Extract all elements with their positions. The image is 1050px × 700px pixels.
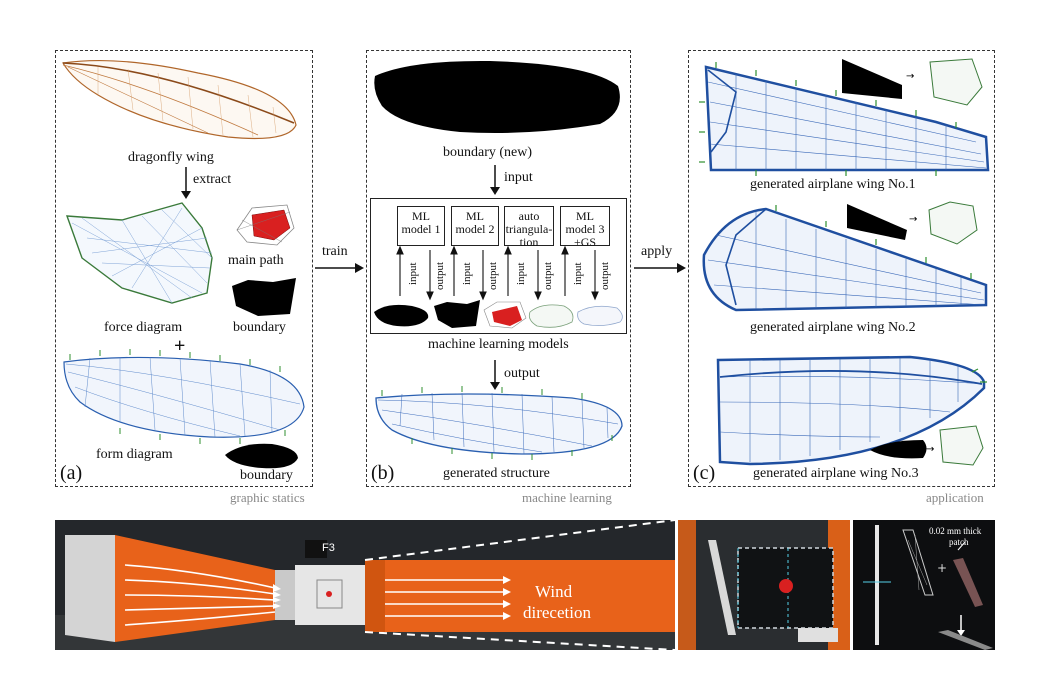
pipeline-thumbnails bbox=[374, 300, 623, 329]
patch-label-line2: patch bbox=[949, 537, 969, 547]
airplane-wing-2 bbox=[702, 205, 988, 312]
auto-triangulation-line2: triangula- bbox=[505, 222, 553, 236]
ml-model-3-line2: model 3 bbox=[565, 222, 605, 236]
boundary-label-2: boundary bbox=[240, 468, 293, 483]
wing2-boundary-thumb: → bbox=[847, 201, 978, 245]
patch-photo: + 0.02 mm thick patch bbox=[853, 520, 995, 650]
io-output-2: output bbox=[487, 261, 499, 290]
boundary-shape-2 bbox=[225, 443, 298, 469]
form-diagram-label: form diagram bbox=[96, 447, 173, 462]
wing2-label: generated airplane wing No.2 bbox=[750, 320, 916, 335]
panel-graphic-statics bbox=[55, 50, 313, 487]
svg-text:→: → bbox=[909, 214, 917, 225]
boundary-new-shape bbox=[374, 60, 620, 133]
apply-arrow bbox=[634, 263, 686, 273]
boundary-shape-1 bbox=[232, 278, 296, 316]
form-diagram-image bbox=[63, 349, 305, 444]
train-label: train bbox=[322, 244, 348, 259]
wind-tunnel-photo: F3 Wind direcetion bbox=[55, 520, 675, 650]
output-arrow bbox=[490, 360, 500, 390]
force-diagram-image bbox=[65, 202, 213, 304]
extract-arrow bbox=[181, 167, 191, 199]
generated-structure-label: generated structure bbox=[443, 466, 550, 481]
extract-label: extract bbox=[193, 172, 232, 187]
io-arrows bbox=[396, 245, 599, 301]
generated-structure-image bbox=[375, 386, 623, 460]
io-input-3: input bbox=[515, 262, 527, 285]
ml-model-2-box: ML model 2 bbox=[451, 206, 499, 246]
ml-model-3-line1: ML bbox=[576, 209, 594, 223]
wing1-label: generated airplane wing No.1 bbox=[750, 177, 916, 192]
f3-sign: F3 bbox=[322, 542, 335, 554]
ml-model-1-line2: model 1 bbox=[401, 222, 441, 236]
input-arrow bbox=[490, 165, 500, 195]
io-input-2: input bbox=[461, 262, 473, 285]
auto-triangulation-line3: tion bbox=[519, 235, 539, 249]
ml-model-2-line2: model 2 bbox=[455, 222, 495, 236]
wing3-boundary-thumb: → bbox=[870, 425, 984, 466]
main-path-label: main path bbox=[228, 253, 284, 268]
svg-text:+: + bbox=[937, 561, 947, 575]
wind-direction-line2: direcetion bbox=[523, 603, 591, 622]
patch-label-line1: 0.02 mm thick bbox=[929, 526, 982, 536]
panel-c-tag: (c) bbox=[693, 462, 716, 484]
ml-model-1-box: ML model 1 bbox=[397, 206, 445, 246]
panel-b-caption: machine learning bbox=[522, 490, 612, 505]
wing1-boundary-thumb: → bbox=[842, 58, 983, 106]
force-diagram-label: force diagram bbox=[104, 320, 183, 335]
wing3-label: generated airplane wing No.3 bbox=[753, 466, 919, 481]
wind-direction-line1: Wind bbox=[535, 582, 573, 601]
boundary-new-label: boundary (new) bbox=[443, 145, 533, 160]
svg-text:→: → bbox=[926, 444, 934, 455]
io-input-1: input bbox=[407, 262, 419, 285]
panel-b-tag: (b) bbox=[371, 462, 395, 484]
main-path-image bbox=[236, 204, 295, 246]
test-section-drawing bbox=[678, 520, 850, 650]
io-output-4: output bbox=[599, 261, 611, 290]
ml-model-1-line1: ML bbox=[412, 209, 430, 223]
test-section-photo bbox=[678, 520, 850, 650]
panel-a-caption: graphic statics bbox=[230, 490, 305, 505]
ml-model-2-line1: ML bbox=[466, 209, 484, 223]
ml-models-box bbox=[370, 198, 627, 334]
panel-c-caption: application bbox=[926, 490, 984, 505]
input-label: input bbox=[504, 170, 533, 185]
wind-tunnel-drawing bbox=[55, 520, 675, 650]
plus-sign: + bbox=[174, 335, 186, 357]
train-arrow bbox=[315, 263, 364, 273]
panel-application bbox=[688, 50, 995, 487]
dragonfly-wing-label: dragonfly wing bbox=[128, 150, 214, 165]
panel-machine-learning bbox=[366, 50, 631, 487]
output-label: output bbox=[504, 366, 540, 381]
ml-model-3-box: ML model 3 +GS bbox=[560, 206, 610, 249]
auto-triangulation-line1: auto bbox=[518, 209, 540, 223]
panel-a-tag: (a) bbox=[60, 462, 83, 484]
patch-drawing: + bbox=[853, 520, 995, 650]
dragonfly-wing-image bbox=[62, 59, 297, 140]
io-output-1: output bbox=[434, 261, 446, 290]
auto-triangulation-box: auto triangula- tion bbox=[504, 206, 554, 249]
io-output-3: output bbox=[542, 261, 554, 290]
ml-model-3-line3: +GS bbox=[573, 235, 597, 249]
svg-text:→: → bbox=[906, 71, 914, 82]
boundary-label-1: boundary bbox=[233, 320, 286, 335]
airplane-wing-1 bbox=[699, 62, 990, 176]
apply-label: apply bbox=[641, 244, 673, 259]
airplane-wing-3 bbox=[716, 355, 987, 466]
io-input-4: input bbox=[572, 262, 584, 285]
ml-models-label: machine learning models bbox=[428, 337, 569, 352]
